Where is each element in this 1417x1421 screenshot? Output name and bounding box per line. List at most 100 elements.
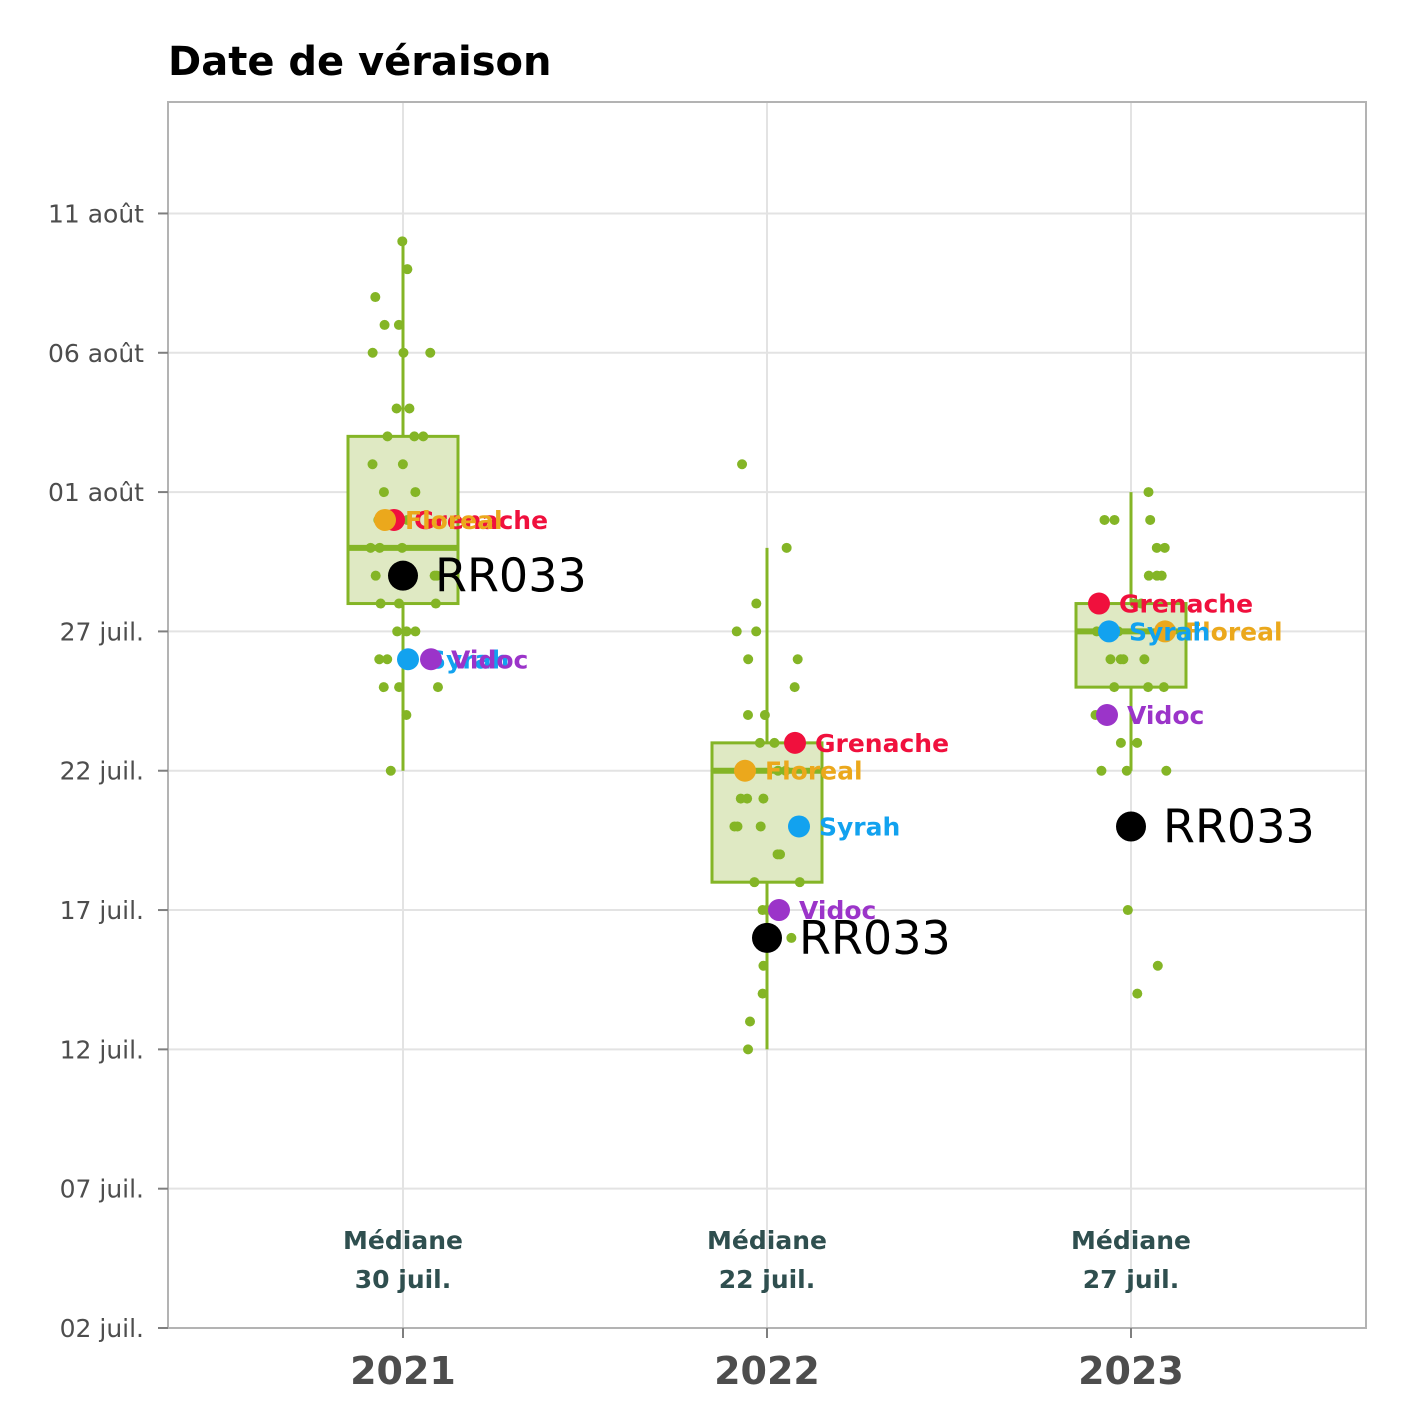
jitter-point	[375, 598, 386, 609]
jitter-point	[757, 988, 768, 999]
jitter-point	[1122, 905, 1133, 916]
jitter-point	[1158, 682, 1169, 693]
median-annotation-title: Médiane	[707, 1226, 827, 1255]
jitter-point	[367, 347, 378, 358]
jitter-point	[1118, 654, 1129, 665]
y-tick-label: 01 août	[48, 478, 144, 507]
jitter-point	[391, 403, 402, 414]
x-tick-label: 2021	[350, 1349, 456, 1393]
jitter-point	[1109, 514, 1120, 525]
jitter-point	[401, 710, 412, 720]
y-tick-label: 17 juil.	[60, 896, 144, 925]
median-annotation-date: 30 juil.	[355, 1265, 452, 1294]
x-tick-label: 2023	[1078, 1349, 1184, 1393]
jitter-point	[1151, 542, 1162, 553]
jitter-point	[397, 236, 408, 247]
variety-label-floreal: Floreal	[765, 757, 863, 786]
x-axis: 2021 2022 2023	[350, 1328, 1184, 1393]
y-tick-label: 11 août	[48, 199, 144, 228]
x-tick-label: 2022	[714, 1349, 820, 1393]
jitter-point	[378, 487, 389, 498]
median-annotation-date: 22 juil.	[719, 1265, 816, 1294]
variety-point-syrah	[397, 648, 419, 671]
variety-label-syrah: Syrah	[819, 812, 900, 841]
variety-label-vidoc: Vidoc	[1127, 701, 1204, 730]
jitter-point	[772, 849, 783, 860]
jitter-point	[397, 459, 408, 470]
variety-label-grenache: Grenache	[1119, 590, 1253, 619]
jitter-point	[382, 431, 393, 442]
box-iqr	[1074, 602, 1188, 689]
jitter-point	[410, 487, 421, 498]
jitter-point	[749, 877, 760, 888]
jitter-point	[1151, 570, 1162, 581]
jitter-point	[729, 821, 740, 832]
variety-point-floreal	[734, 759, 756, 782]
jitter-point	[742, 793, 753, 804]
jitter-point	[370, 292, 381, 303]
jitter-point	[374, 542, 385, 553]
jitter-point	[792, 654, 803, 665]
jitter-point	[382, 654, 393, 665]
jitter-point	[789, 682, 800, 693]
median-annotation-title: Médiane	[1071, 1226, 1191, 1255]
jitter-point	[731, 626, 742, 637]
chart-title: Date de véraison	[168, 39, 551, 85]
jitter-point	[786, 932, 797, 943]
jitter-point	[759, 710, 770, 720]
y-tick-label: 12 juil.	[60, 1035, 144, 1064]
jitter-point	[743, 1044, 754, 1055]
jitter-point	[392, 626, 403, 637]
jitter-point	[385, 765, 396, 776]
reference-point-rr033	[388, 560, 418, 591]
reference-layer: RR033 RR033 RR033	[388, 549, 1315, 965]
jitter-point	[1096, 765, 1107, 776]
jitter-point	[755, 821, 766, 832]
y-tick-label: 22 juil.	[60, 757, 144, 786]
variety-point-vidoc	[768, 899, 790, 922]
jitter-point	[754, 737, 765, 748]
variety-label-grenache: Grenache	[815, 729, 949, 758]
variety-point-floreal	[1154, 620, 1176, 643]
jitter-point	[410, 626, 421, 637]
jitter-point	[393, 598, 404, 609]
jitter-point	[398, 347, 409, 358]
variety-label-vidoc: Vidoc	[451, 645, 528, 674]
jitter-point	[769, 737, 780, 748]
jitter-point	[1152, 960, 1163, 971]
jitter-point	[1115, 737, 1126, 748]
jitter-point	[365, 542, 376, 553]
y-tick-label: 06 août	[48, 339, 144, 368]
jitter-point	[409, 431, 420, 442]
jitter-point	[737, 459, 748, 470]
jitter-point	[401, 626, 412, 637]
median-annotation-title: Médiane	[343, 1226, 463, 1255]
jitter-point	[1145, 514, 1156, 525]
variety-layer: GrenacheGrenacheGrenacheFlorealFlorealFl…	[374, 506, 1283, 925]
jitter-point	[743, 654, 754, 665]
reference-label-rr033: RR033	[435, 549, 587, 603]
variety-point-grenache	[784, 731, 806, 754]
jitter-point	[370, 570, 381, 581]
jitter-point	[1129, 598, 1140, 609]
jitter-point	[374, 654, 385, 665]
jitter-point	[781, 542, 792, 553]
jitter-point	[1121, 765, 1132, 776]
jitter-point	[367, 459, 378, 470]
jitter-point	[1143, 487, 1154, 498]
median-annotation-layer: Médiane 30 juil. Médiane 22 juil. Médiane 27 …	[343, 1226, 1191, 1294]
jitter-point	[1132, 988, 1143, 999]
jitter-point	[1105, 654, 1116, 665]
jitter-point	[758, 793, 769, 804]
jitter-point	[379, 319, 390, 330]
jitter-point	[742, 710, 753, 720]
variety-label-floreal: Floreal	[1185, 617, 1283, 646]
variety-label-grenache: Grenache	[414, 506, 548, 535]
y-tick-label: 07 juil.	[60, 1175, 144, 1204]
jitter-point	[751, 598, 762, 609]
reference-label-rr033: RR033	[799, 911, 951, 965]
jitter-point	[1143, 682, 1154, 693]
jitter-point	[794, 877, 805, 888]
jitter-point	[402, 264, 413, 275]
